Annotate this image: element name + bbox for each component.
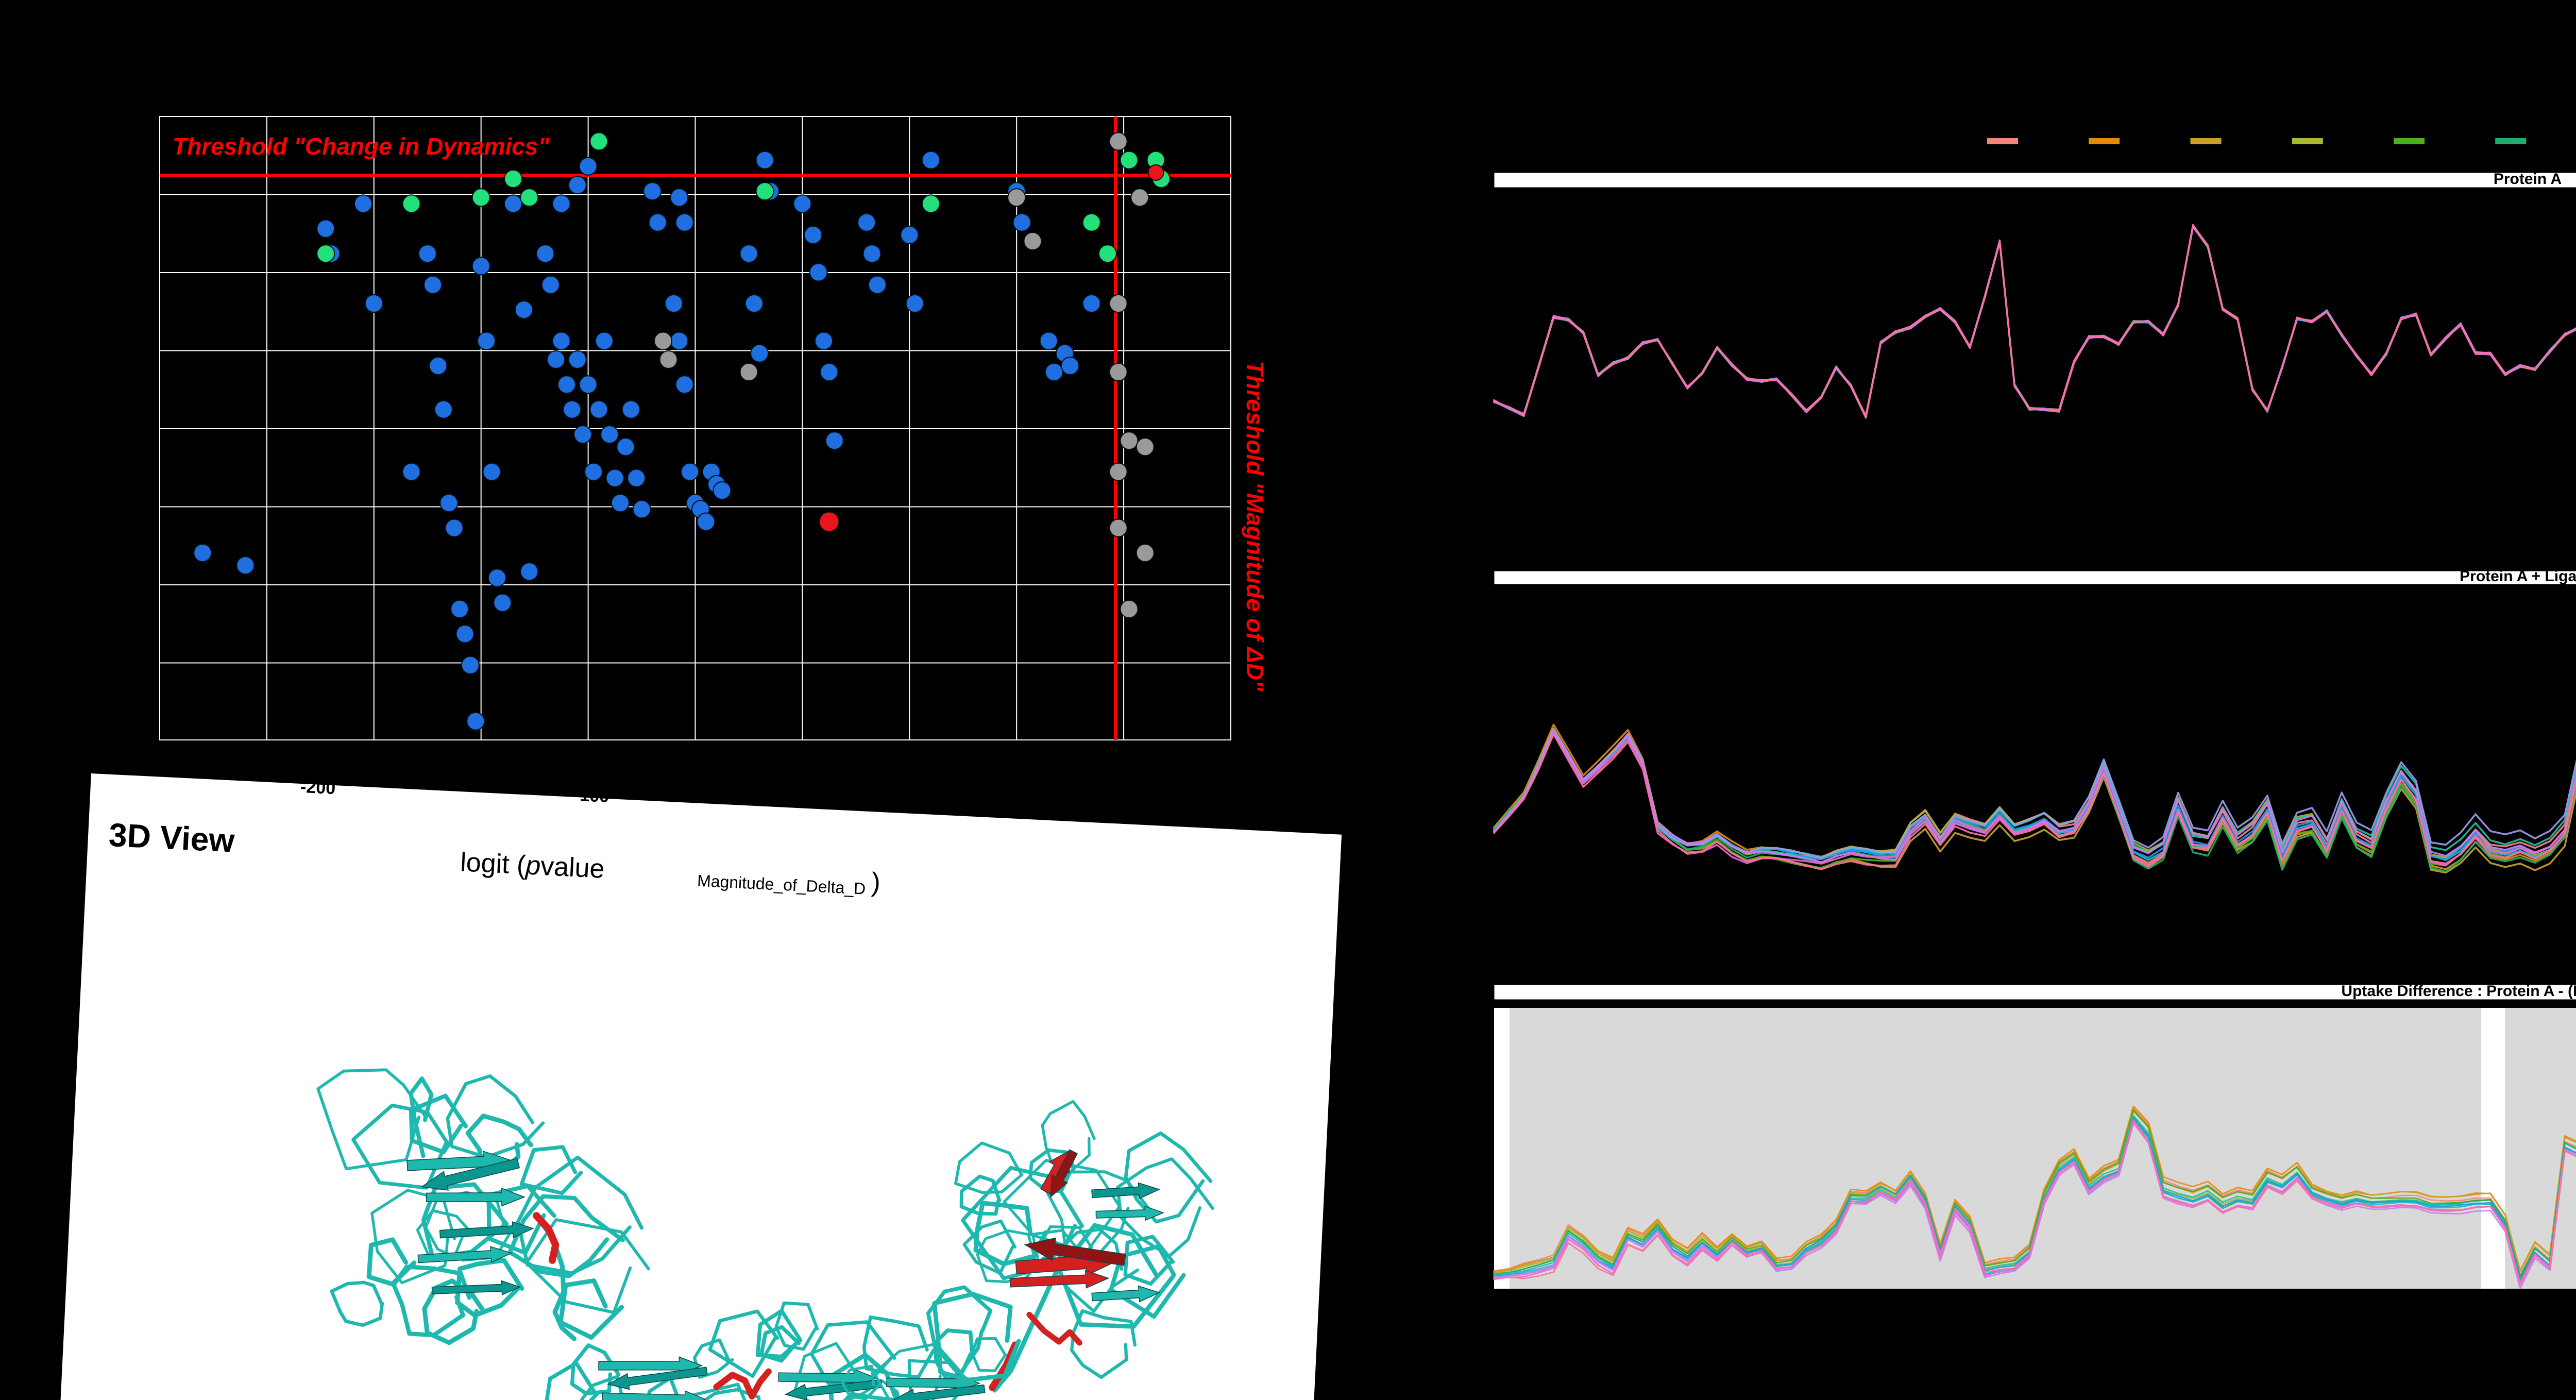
svg-text:Protein A + Ligand: Protein A + Ligand xyxy=(2460,568,2576,585)
svg-text:Uptake Difference : Protein A: Uptake Difference : Protein A - (Protein… xyxy=(2341,983,2576,1000)
svg-text:Protein A: Protein A xyxy=(2494,171,2562,188)
